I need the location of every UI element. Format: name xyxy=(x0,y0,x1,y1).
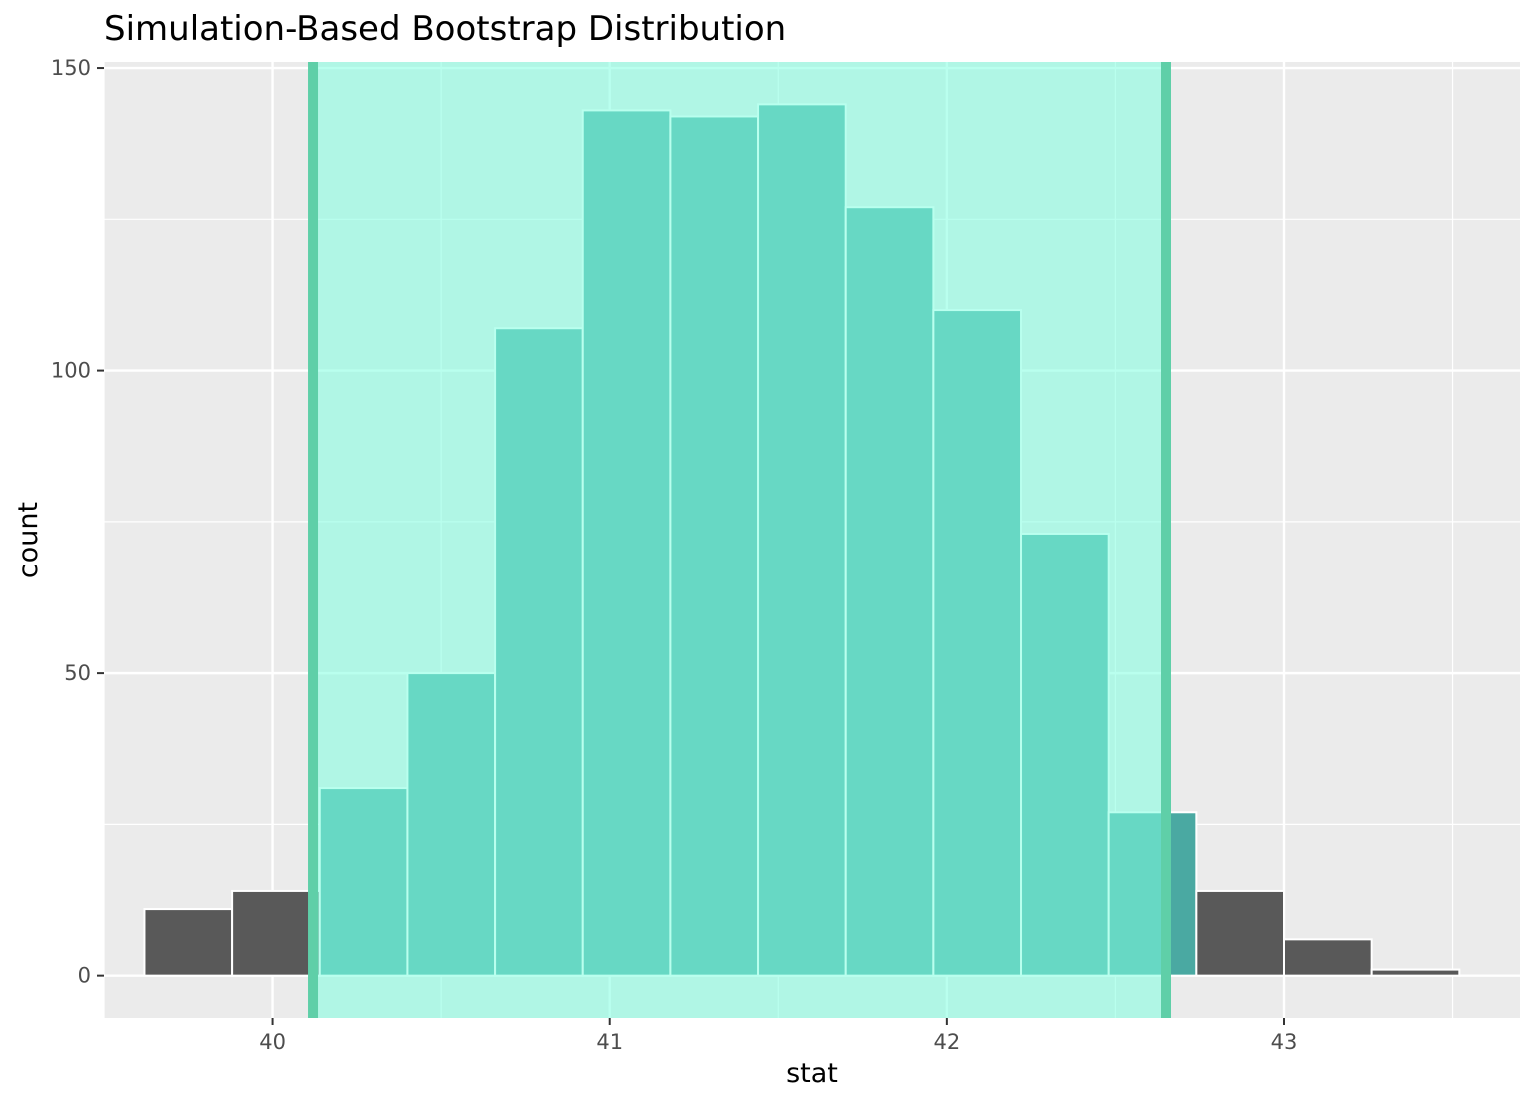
ci-shaded-region xyxy=(313,62,1166,1018)
x-tick-label: 43 xyxy=(1271,1030,1298,1054)
x-tick-label: 42 xyxy=(933,1030,960,1054)
x-axis-ticks: 40 41 42 43 xyxy=(259,1018,1297,1054)
histogram-bar xyxy=(1370,968,1461,977)
x-tick-label: 40 xyxy=(259,1030,286,1054)
y-tick-label: 150 xyxy=(51,56,91,80)
histogram-bar xyxy=(1283,938,1373,977)
y-axis-label: count xyxy=(13,502,44,578)
histogram-bar xyxy=(143,908,234,977)
y-tick-label: 0 xyxy=(78,964,91,988)
histogram-bar xyxy=(1195,889,1286,977)
y-axis-ticks: 0 50 100 150 xyxy=(51,56,104,988)
x-axis-label: stat xyxy=(786,1058,838,1089)
histogram-bar xyxy=(231,889,321,977)
y-tick-label: 50 xyxy=(64,661,91,685)
ci-shade-layer xyxy=(308,62,1171,1018)
y-tick-label: 100 xyxy=(51,359,91,383)
x-tick-label: 41 xyxy=(596,1030,623,1054)
chart-title: Simulation-Based Bootstrap Distribution xyxy=(104,9,786,49)
